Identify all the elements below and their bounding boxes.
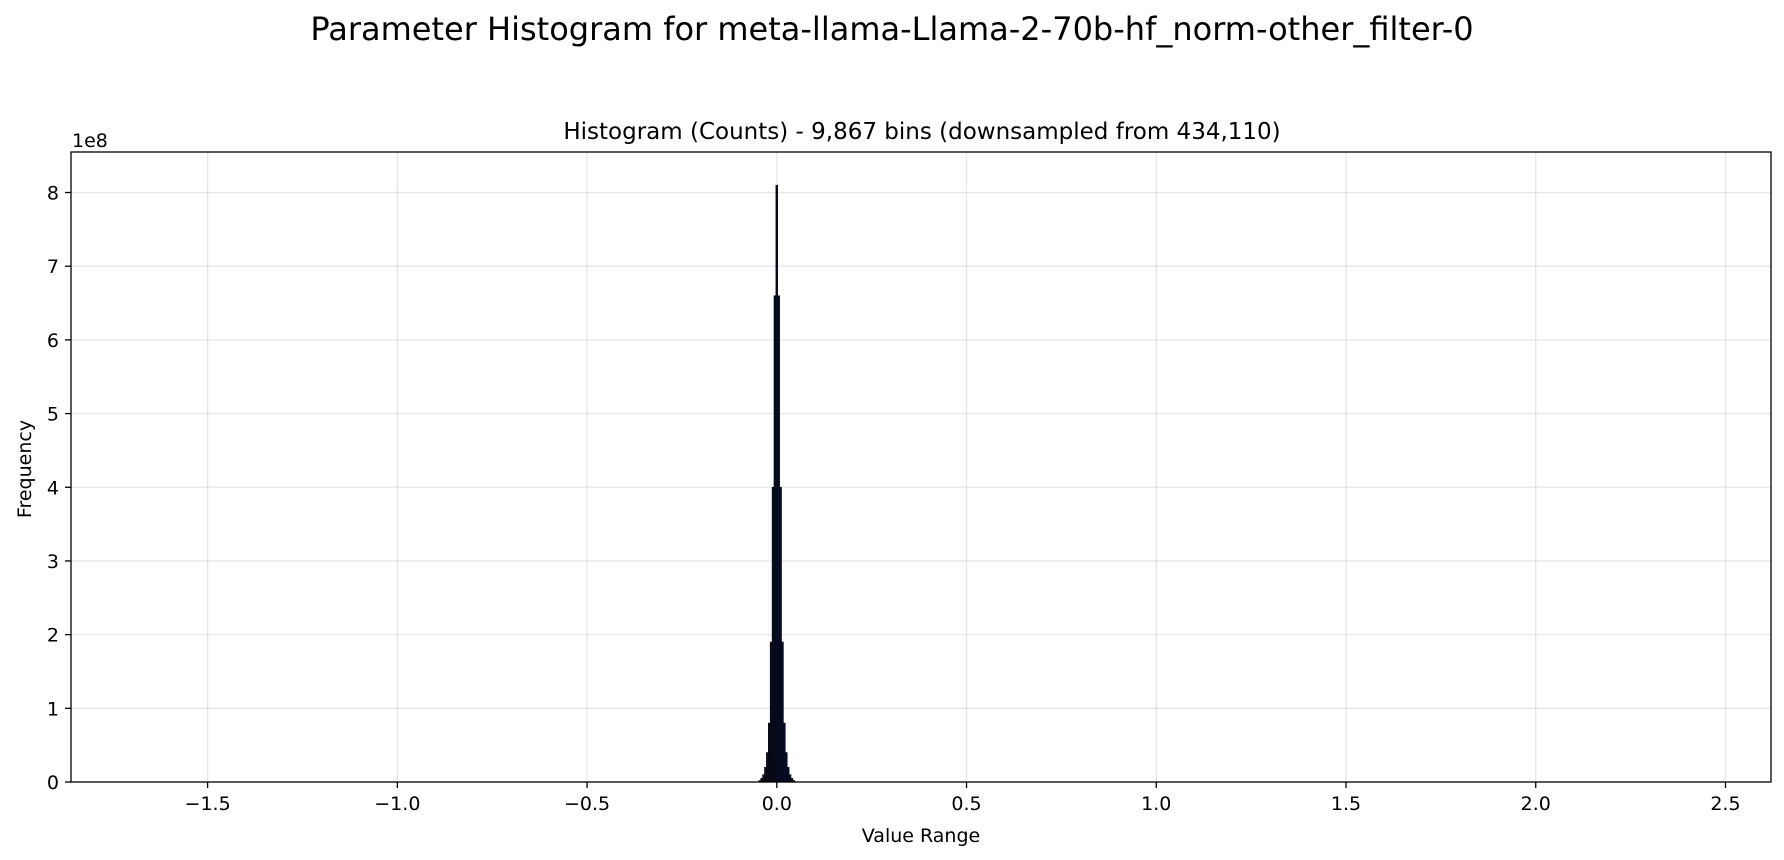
histogram-bar: [775, 184, 779, 783]
histogram-bar: [766, 752, 769, 783]
x-tick-label: 2.0: [1521, 793, 1551, 815]
x-axis: −1.5 −1.0 −0.5 0.0 0.5 1.0 1.5 2.0 2.5: [185, 782, 1741, 815]
y-tick-label: 3: [47, 551, 59, 573]
y-axis-offset-label: 1e8: [72, 130, 108, 152]
figure-suptitle: Parameter Histogram for meta-llama-Llama…: [310, 10, 1473, 48]
x-tick-label: 2.5: [1710, 793, 1740, 815]
histogram-bar: [762, 774, 765, 783]
y-axis-label: Frequency: [14, 420, 36, 518]
x-axis-label: Value Range: [862, 825, 980, 847]
histogram-bar: [783, 722, 786, 783]
x-tick-label: 1.5: [1331, 793, 1361, 815]
y-axis: 0 1 2 3 4 5 6 7 8: [47, 183, 71, 794]
histogram-bar: [785, 752, 788, 783]
x-tick-label: 1.0: [1141, 793, 1171, 815]
x-tick-label: −1.0: [374, 793, 420, 815]
axes-title: Histogram (Counts) - 9,867 bins (downsam…: [563, 119, 1280, 145]
y-tick-label: 5: [47, 404, 59, 426]
histogram-bar: [773, 295, 777, 783]
histogram-bar: [788, 774, 792, 783]
histogram-bar: [781, 641, 784, 783]
axes-frame: [70, 151, 1772, 783]
y-tick-label: 4: [47, 477, 59, 499]
histogram-bar: [777, 295, 780, 783]
y-tick-label: 7: [47, 256, 59, 278]
y-tick-label: 6: [47, 330, 59, 352]
y-tick-label: 1: [47, 698, 59, 720]
histogram-bar: [779, 487, 782, 783]
x-tick-label: 0.5: [951, 793, 981, 815]
histogram-bar: [771, 487, 775, 783]
y-tick-label: 0: [47, 772, 59, 794]
histogram-bar: [786, 767, 790, 783]
x-tick-label: −1.5: [185, 793, 231, 815]
x-tick-label: −0.5: [564, 793, 610, 815]
histogram-bar: [769, 641, 773, 783]
histogram-bar: [764, 767, 767, 783]
y-tick-label: 2: [47, 625, 59, 647]
histogram-bar: [768, 722, 771, 783]
y-tick-label: 8: [47, 183, 59, 205]
x-tick-label: 0.0: [762, 793, 792, 815]
